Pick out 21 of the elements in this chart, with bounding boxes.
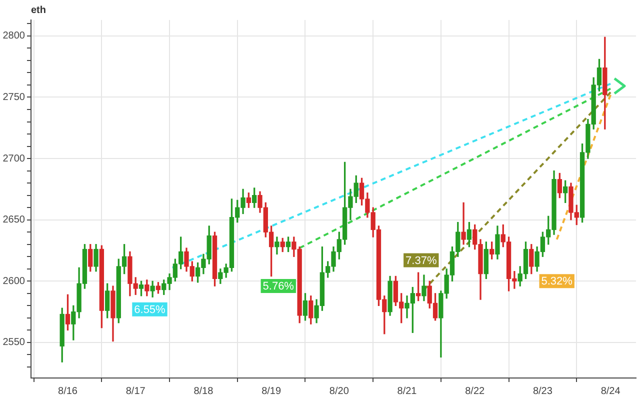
- annotation: 7.37%: [406, 254, 437, 267]
- x-tick-label: 8/20: [329, 386, 350, 397]
- x-tick-label: 8/24: [600, 386, 621, 397]
- candlestick: [461, 202, 466, 245]
- y-tick-label: 2550: [2, 337, 26, 348]
- chart-title: eth: [31, 4, 46, 16]
- y-tick-label: 2800: [2, 30, 26, 42]
- y-tick-label: 2600: [2, 276, 26, 287]
- x-tick-label: 8/16: [58, 386, 78, 397]
- x-tick-label: 8/22: [465, 386, 486, 397]
- annotation: 5.32%: [541, 276, 573, 288]
- y-tick-label: 2650: [2, 214, 26, 226]
- x-tick-label: 8/18: [194, 386, 214, 397]
- annotation: 6.55%: [134, 304, 166, 316]
- y-tick-label: 2750: [2, 92, 26, 103]
- y-tick-label: 2700: [2, 153, 26, 164]
- annotation: 5.76%: [262, 280, 294, 293]
- x-tick-label: 8/23: [532, 386, 553, 397]
- x-tick-label: 8/21: [397, 386, 418, 397]
- x-tick-label: 8/19: [262, 386, 282, 397]
- x-tick-label: 8/17: [126, 386, 146, 397]
